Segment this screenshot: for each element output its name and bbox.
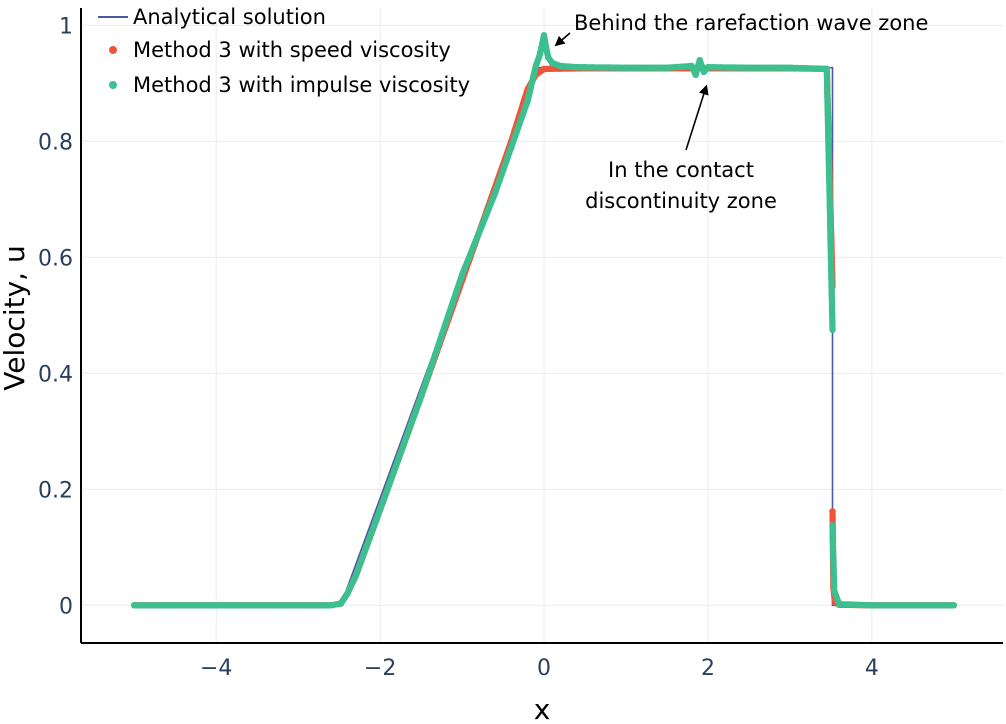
data-point <box>557 62 564 70</box>
data-point <box>950 602 957 609</box>
data-point <box>829 522 836 529</box>
data-point <box>704 63 712 71</box>
annotation-arrow <box>554 32 571 47</box>
data-point <box>786 64 794 71</box>
y-tick-label: 0.6 <box>38 246 73 271</box>
annotation-label: Behind the rarefaction wave zone <box>574 11 928 35</box>
y-axis-title: Velocity, u <box>0 245 31 390</box>
x-tick-label: −4 <box>200 656 232 681</box>
x-tick-label: 0 <box>537 656 551 681</box>
data-point <box>829 508 836 515</box>
data-point <box>417 393 425 400</box>
grid-lines <box>81 8 1003 643</box>
data-point <box>458 271 466 278</box>
annotation-label: In the contact <box>608 158 754 182</box>
annotation-label: discontinuity zone <box>585 189 777 213</box>
data-point <box>508 144 515 151</box>
data-point <box>835 600 843 608</box>
data-point <box>831 587 838 594</box>
data-point <box>700 68 708 76</box>
data-point <box>131 602 138 609</box>
annotations: Behind the rarefaction wave zone In the c… <box>554 11 928 213</box>
series-3 <box>131 32 957 609</box>
data-point <box>532 62 540 70</box>
data-point <box>688 62 695 70</box>
legend-entry: Analytical solution <box>133 5 326 29</box>
data-point <box>692 71 699 78</box>
y-tick-label: 1 <box>59 14 73 39</box>
data-point <box>327 602 335 609</box>
data-point <box>745 64 753 71</box>
data-point <box>696 57 703 64</box>
x-tick-labels: −4 −2 0 2 4 <box>200 656 879 681</box>
legend-entry: Method 3 with speed viscosity <box>133 38 451 62</box>
x-tick-label: −2 <box>364 656 396 681</box>
data-point <box>622 64 630 71</box>
annotation-arrow <box>685 84 709 151</box>
x-axis-title: x <box>534 693 551 724</box>
y-tick-label: 0.2 <box>38 478 73 503</box>
data-point <box>573 63 580 71</box>
data-point <box>544 54 552 61</box>
x-tick-label: 4 <box>865 656 879 681</box>
data-point <box>540 32 548 39</box>
axes <box>80 8 1003 644</box>
legend-swatch <box>109 81 117 89</box>
data-point <box>868 602 876 609</box>
data-point <box>337 600 344 607</box>
y-tick-labels: 0 0.2 0.4 0.6 0.8 1 <box>38 14 73 619</box>
data-point <box>823 65 830 73</box>
legend-swatch <box>109 46 117 54</box>
legend: Analytical solution Method 3 with speed v… <box>98 5 470 97</box>
legend-entry: Method 3 with impulse viscosity <box>133 73 470 97</box>
y-tick-label: 0.4 <box>38 362 73 387</box>
data-point <box>663 64 671 71</box>
data-point <box>524 97 531 105</box>
series <box>131 32 957 609</box>
x-tick-label: 2 <box>701 656 715 681</box>
data-point <box>491 190 499 197</box>
data-point <box>542 42 549 49</box>
y-tick-label: 0.8 <box>38 130 73 155</box>
data-point <box>376 506 384 513</box>
y-tick-label: 0 <box>59 594 73 619</box>
data-point <box>536 51 544 58</box>
data-point <box>549 59 556 67</box>
data-point <box>829 326 836 333</box>
data-point <box>344 590 351 597</box>
data-point <box>352 573 359 580</box>
data-point <box>540 65 548 73</box>
